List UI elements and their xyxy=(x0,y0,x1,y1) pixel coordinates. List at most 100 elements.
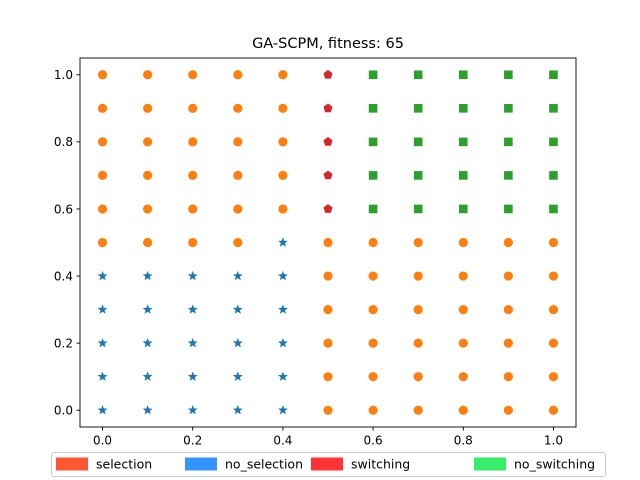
data-point-circle xyxy=(143,170,153,181)
data-point-pentagon xyxy=(323,170,333,180)
data-point-star xyxy=(142,371,153,381)
x-tick-label: 0.2 xyxy=(183,434,202,448)
data-point-star xyxy=(142,270,153,281)
data-point-circle xyxy=(503,338,513,348)
data-point-circle xyxy=(97,103,108,113)
data-point-circle xyxy=(413,271,423,281)
data-point-star xyxy=(277,337,288,348)
legend-swatch-selection xyxy=(56,457,88,471)
data-point-circle xyxy=(323,304,333,315)
data-point-star xyxy=(187,270,198,281)
x-tick-label: 1.0 xyxy=(544,434,563,448)
legend-swatch-switching xyxy=(311,457,343,471)
data-point-star xyxy=(277,237,288,247)
data-point-circle xyxy=(323,372,333,382)
data-point-square xyxy=(413,137,423,147)
data-point-circle xyxy=(413,338,423,348)
legend-swatch-no-switching xyxy=(474,457,506,471)
y-tick-label: 1.0 xyxy=(54,68,73,82)
data-point-circle xyxy=(503,372,513,382)
data-point-circle xyxy=(278,103,288,113)
y-axis: 0.0 0.2 0.4 0.6 0.8 1.0 xyxy=(54,68,80,418)
data-point-pentagon xyxy=(323,69,333,79)
data-point-circle xyxy=(368,405,378,415)
data-point-circle xyxy=(278,204,288,214)
data-point-star xyxy=(142,405,153,415)
data-point-circle xyxy=(188,103,198,113)
data-point-circle xyxy=(458,304,468,315)
data-point-circle xyxy=(458,372,468,382)
data-point-circle xyxy=(548,237,559,248)
data-point-star xyxy=(232,304,243,314)
data-point-circle xyxy=(503,405,513,415)
data-point-circle xyxy=(368,271,378,281)
data-point-star xyxy=(142,337,153,348)
data-point-star xyxy=(187,405,198,415)
data-point-square xyxy=(458,104,468,113)
data-point-pentagon xyxy=(323,137,333,146)
data-point-star xyxy=(187,337,198,348)
chart-title: GA-SCPM, fitness: 65 xyxy=(252,36,404,52)
data-point-circle xyxy=(97,137,108,147)
data-point-square xyxy=(504,171,513,180)
data-point-star xyxy=(97,337,108,348)
data-point-circle xyxy=(548,271,559,281)
x-tick-label: 0.0 xyxy=(93,434,112,448)
data-point-square xyxy=(368,171,378,180)
data-point-square xyxy=(413,171,423,180)
data-point-circle xyxy=(413,304,423,315)
data-point-pentagon xyxy=(323,103,333,113)
data-point-circle xyxy=(97,237,108,248)
legend-label-selection: selection xyxy=(96,457,152,472)
data-point-circle xyxy=(548,338,559,348)
data-point-circle xyxy=(503,271,513,281)
data-point-circle xyxy=(97,204,108,214)
legend-label-switching: switching xyxy=(351,457,410,472)
data-point-square xyxy=(549,70,558,80)
data-point-square xyxy=(458,70,468,80)
legend: selection no_selection switching no_switchi… xyxy=(51,452,606,477)
data-point-circle xyxy=(548,372,559,382)
data-point-circle xyxy=(233,237,243,248)
data-point-circle xyxy=(233,137,243,147)
data-point-circle xyxy=(323,338,333,348)
x-tick-label: 0.4 xyxy=(273,434,292,448)
data-point-square xyxy=(368,104,378,113)
data-point-star xyxy=(187,371,198,381)
y-tick-label: 0.4 xyxy=(54,269,73,283)
data-point-circle xyxy=(143,70,153,80)
x-tick-label: 0.8 xyxy=(454,434,473,448)
data-point-circle xyxy=(188,237,198,248)
data-point-square xyxy=(504,104,513,113)
data-point-square xyxy=(549,104,558,113)
data-point-square xyxy=(504,204,513,214)
data-point-star xyxy=(97,304,108,314)
data-point-circle xyxy=(548,304,559,315)
data-point-circle xyxy=(323,405,333,415)
data-point-circle xyxy=(233,204,243,214)
y-tick-label: 0.6 xyxy=(54,202,73,216)
axes-frame xyxy=(79,57,577,428)
data-point-circle xyxy=(368,372,378,382)
data-point-star xyxy=(277,405,288,415)
data-point-circle xyxy=(278,170,288,181)
data-point-star xyxy=(97,405,108,415)
x-axis: 0.0 0.2 0.4 0.6 0.8 1.0 xyxy=(93,427,563,448)
data-point-circle xyxy=(413,405,423,415)
data-point-square xyxy=(504,70,513,80)
data-point-circle xyxy=(458,405,468,415)
data-point-circle xyxy=(143,237,153,248)
data-point-circle xyxy=(458,338,468,348)
data-point-square xyxy=(368,204,378,214)
data-point-circle xyxy=(278,70,288,80)
data-point-star xyxy=(187,304,198,314)
data-point-circle xyxy=(97,170,108,181)
data-point-circle xyxy=(458,237,468,248)
data-point-circle xyxy=(368,338,378,348)
data-point-circle xyxy=(188,170,198,181)
data-point-square xyxy=(458,204,468,214)
data-point-star xyxy=(277,371,288,381)
data-point-pentagon xyxy=(323,204,333,213)
data-point-circle xyxy=(368,237,378,248)
